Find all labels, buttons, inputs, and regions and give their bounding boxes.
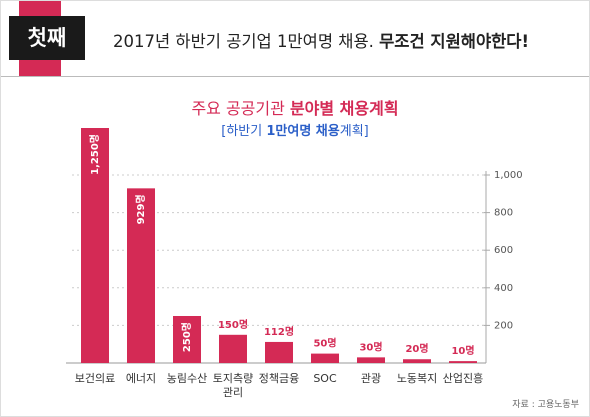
header: 첫째 2017년 하반기 공기업 1만여명 채용. 무조건 지원해야한다!	[1, 1, 589, 77]
bar	[81, 128, 109, 363]
value-label: 20명	[405, 342, 428, 355]
headline-text: 2017년 하반기 공기업 1만여명 채용.	[113, 32, 380, 51]
x-tick-label: 에너지	[125, 372, 157, 385]
value-label: 1,250명	[88, 134, 101, 175]
value-label: 50명	[313, 337, 336, 350]
x-tick-label: SOC	[313, 372, 337, 385]
chart-title: 주요 공공기관 분야별 채용계획	[1, 95, 589, 119]
y-tick-label: 1,000	[494, 170, 523, 181]
bar	[173, 316, 201, 363]
title-part: 주요 공공기관	[191, 99, 290, 118]
x-tick-label: 관광	[360, 372, 382, 385]
bar	[403, 359, 431, 363]
subtitle-bold: 1만여명 채용	[266, 124, 340, 139]
x-tick-label: 농림수산	[166, 372, 208, 385]
value-label: 250명	[180, 322, 193, 352]
subtitle-part: 계획]	[339, 124, 369, 139]
bar	[449, 361, 477, 363]
bar	[357, 357, 385, 363]
bar	[265, 341, 293, 363]
value-label: 929명	[134, 194, 147, 224]
subtitle-part: [하반기	[221, 124, 267, 139]
bar	[127, 188, 155, 363]
value-label: 150명	[218, 318, 248, 331]
y-tick-label: 200	[494, 320, 513, 331]
x-tick-label: 정책금융	[258, 372, 300, 385]
y-tick-label: 400	[494, 283, 513, 294]
value-label: 30명	[359, 340, 382, 353]
title-bold: 분야별 채용계획	[289, 99, 399, 118]
x-tick-label: 보건의료	[74, 372, 116, 385]
bar	[311, 353, 339, 363]
chart-subtitle: [하반기 1만여명 채용계획]	[1, 120, 589, 139]
headline-bold: 무조건 지원해야한다!	[379, 32, 530, 51]
x-tick-label: 산업진흥	[442, 372, 484, 385]
x-tick-label: 토지측량 관리	[212, 372, 254, 399]
headline: 2017년 하반기 공기업 1만여명 채용. 무조건 지원해야한다!	[113, 28, 529, 52]
bar	[219, 334, 247, 363]
y-tick-label: 800	[494, 208, 513, 219]
y-tick-label: 600	[494, 245, 513, 256]
source: 자료 : 고용노동부	[512, 400, 579, 410]
value-label: 112명	[264, 325, 294, 338]
x-tick-label: 노동복지	[396, 372, 438, 385]
value-label: 10명	[451, 344, 474, 357]
badge: 첫째	[9, 16, 85, 60]
